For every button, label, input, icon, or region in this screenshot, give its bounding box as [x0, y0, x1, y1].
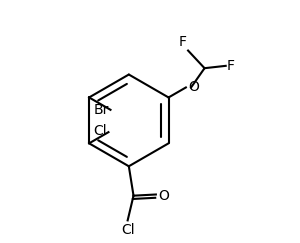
Text: O: O	[188, 80, 199, 95]
Text: F: F	[179, 35, 187, 49]
Text: O: O	[159, 189, 170, 203]
Text: Cl: Cl	[94, 124, 107, 138]
Text: F: F	[227, 59, 235, 73]
Text: Cl: Cl	[121, 223, 135, 237]
Text: Br: Br	[94, 103, 109, 117]
